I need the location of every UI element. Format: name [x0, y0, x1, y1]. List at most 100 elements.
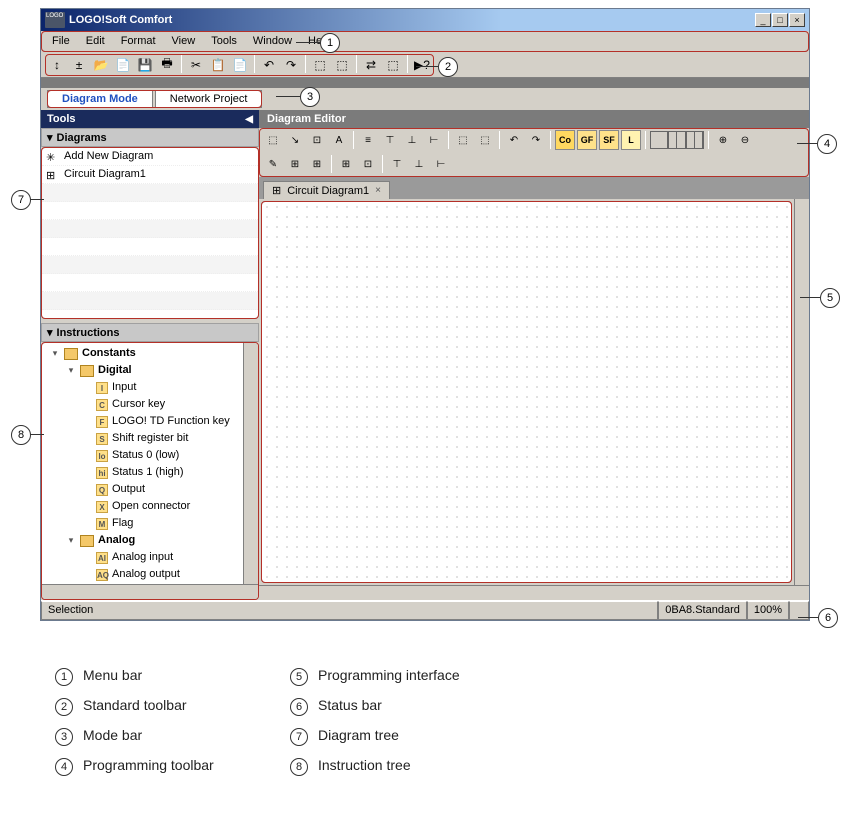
layout-2[interactable]	[668, 131, 686, 149]
zoom-in[interactable]: ⊕	[713, 130, 733, 150]
instr-item[interactable]: hiStatus 1 (high)	[44, 464, 256, 481]
instr-label: Output	[112, 482, 145, 497]
toolbar-button-8[interactable]: 📋	[208, 55, 228, 75]
editor-tool-1[interactable]: ↘	[285, 130, 305, 150]
instr-item[interactable]: loStatus 0 (low)	[44, 447, 256, 464]
toolbar-button-15[interactable]: ⬚	[332, 55, 352, 75]
instr-item[interactable]: IInput	[44, 379, 256, 396]
editor-tool-5[interactable]: ≡	[358, 130, 378, 150]
instr-item[interactable]: MFlag	[44, 515, 256, 532]
toolbar-button-5[interactable]: 🖶	[157, 55, 177, 75]
toolbar-button-7[interactable]: ✂	[186, 55, 206, 75]
collapse-icon[interactable]: ◀	[245, 114, 253, 125]
toolbar-button-11[interactable]: ↶	[259, 55, 279, 75]
instr-root[interactable]: ▾Constants	[44, 345, 256, 362]
close-tab-icon[interactable]: ×	[375, 185, 381, 196]
editor-tool2-0[interactable]: ✎	[263, 154, 283, 174]
editor-tool-11[interactable]: ⬚	[475, 130, 495, 150]
badge-gf[interactable]: GF	[577, 130, 597, 150]
instr-item[interactable]: SShift register bit	[44, 430, 256, 447]
minimize-button[interactable]: _	[755, 13, 771, 27]
badge-co[interactable]: Co	[555, 130, 575, 150]
folder-icon	[80, 365, 94, 377]
editor-tool2-4[interactable]: ⊞	[336, 154, 356, 174]
toolbar-separator	[254, 55, 255, 73]
instr-item[interactable]: QOutput	[44, 481, 256, 498]
menu-edit[interactable]: Edit	[79, 33, 112, 49]
callout-2: 2	[438, 57, 458, 77]
mode-tab-diagram-mode[interactable]: Diagram Mode	[47, 90, 153, 108]
menu-window[interactable]: Window	[246, 33, 299, 49]
menu-format[interactable]: Format	[114, 33, 163, 49]
tree-empty-row	[42, 256, 258, 274]
instr-item[interactable]: C Cursor key	[44, 396, 256, 413]
toolbar-button-14[interactable]: ⬚	[310, 55, 330, 75]
scrollbar-horizontal[interactable]	[42, 584, 258, 599]
scrollbar-horizontal[interactable]	[259, 585, 809, 600]
legend-1: Menu bar	[83, 667, 142, 683]
editor-tool-6[interactable]: ⊤	[380, 130, 400, 150]
editor-tool2-9[interactable]: ⊢	[431, 154, 451, 174]
legend-2: Standard toolbar	[83, 697, 187, 713]
standard-toolbar: ↕±📂📄💾🖶✂📋📄↶↷⬚⬚⇄⬚▶?	[41, 52, 809, 78]
toolbar-button-4[interactable]: 💾	[135, 55, 155, 75]
editor-tool-0[interactable]: ⬚	[263, 130, 283, 150]
instr-item[interactable]: AQAnalog output	[44, 566, 256, 583]
mode-tab-network-project[interactable]: Network Project	[155, 90, 263, 108]
close-button[interactable]: ×	[789, 13, 805, 27]
instr-label: Status 1 (high)	[112, 465, 184, 480]
editor-tool-7[interactable]: ⊥	[402, 130, 422, 150]
canvas-wrap	[259, 199, 809, 585]
toolbar-button-3[interactable]: 📄	[113, 55, 133, 75]
type-icon: C	[96, 399, 108, 411]
document-tab[interactable]: ⊞ Circuit Diagram1 ×	[263, 181, 390, 199]
toolbar-button-12[interactable]: ↷	[281, 55, 301, 75]
diagram-tree-item[interactable]: ⊞Circuit Diagram1	[42, 166, 258, 184]
toolbar-button-20[interactable]: ▶?	[412, 55, 432, 75]
badge-sf[interactable]: SF	[599, 130, 619, 150]
scrollbar-vertical[interactable]	[794, 199, 809, 585]
instructions-header[interactable]: ▾ Instructions	[41, 323, 259, 342]
window-controls: _ □ ×	[755, 13, 805, 27]
editor-tool-10[interactable]: ⬚	[453, 130, 473, 150]
toolbar-button-1[interactable]: ±	[69, 55, 89, 75]
editor-tool-13[interactable]: ↶	[504, 130, 524, 150]
toolbar-separator	[382, 155, 383, 173]
scrollbar-vertical[interactable]	[243, 343, 258, 599]
menu-tools[interactable]: Tools	[204, 33, 244, 49]
toolbar-button-17[interactable]: ⇄	[361, 55, 381, 75]
layout-1[interactable]	[650, 131, 668, 149]
editor-tool-2[interactable]: ⊡	[307, 130, 327, 150]
tree-empty-row	[42, 184, 258, 202]
menu-view[interactable]: View	[165, 33, 203, 49]
instr-group-digital[interactable]: ▾Digital	[44, 362, 256, 379]
instr-item[interactable]: FLOGO! TD Function key	[44, 413, 256, 430]
editor-tool2-5[interactable]: ⊡	[358, 154, 378, 174]
maximize-button[interactable]: □	[772, 13, 788, 27]
legend-4: Programming toolbar	[83, 757, 214, 773]
instr-item[interactable]: AIAnalog input	[44, 549, 256, 566]
instr-item[interactable]: XOpen connector	[44, 498, 256, 515]
menu-file[interactable]: File	[45, 33, 77, 49]
zoom-out[interactable]: ⊖	[735, 130, 755, 150]
toolbar-button-2[interactable]: 📂	[91, 55, 111, 75]
badge-l[interactable]: L	[621, 130, 641, 150]
editor-tool2-7[interactable]: ⊤	[387, 154, 407, 174]
tree-empty-row	[42, 202, 258, 220]
editor-tool2-1[interactable]: ⊞	[285, 154, 305, 174]
toolbar-button-18[interactable]: ⬚	[383, 55, 403, 75]
editor-tool-14[interactable]: ↷	[526, 130, 546, 150]
toolbar-button-9[interactable]: 📄	[230, 55, 250, 75]
diagram-tree-item[interactable]: ✳Add New Diagram	[42, 148, 258, 166]
editor-tool2-8[interactable]: ⊥	[409, 154, 429, 174]
status-device: 0BA8.Standard	[658, 601, 747, 620]
layout-3[interactable]	[686, 131, 704, 149]
diagrams-header[interactable]: ▾ Diagrams	[41, 128, 259, 147]
editor-tool-3[interactable]: A	[329, 130, 349, 150]
editor-tool2-2[interactable]: ⊞	[307, 154, 327, 174]
toolbar-button-0[interactable]: ↕	[47, 55, 67, 75]
programming-canvas[interactable]	[261, 201, 792, 583]
instr-label: Cursor key	[112, 397, 165, 412]
instr-group-analog[interactable]: ▾Analog	[44, 532, 256, 549]
editor-tool-8[interactable]: ⊢	[424, 130, 444, 150]
